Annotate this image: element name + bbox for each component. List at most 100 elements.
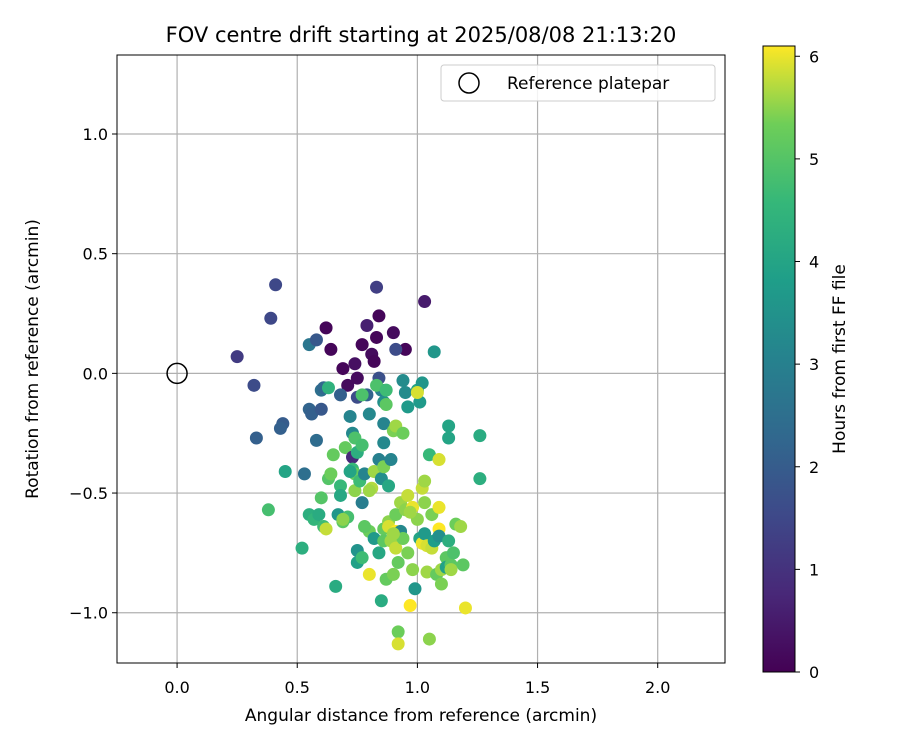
colorbar-tick-label: 1 (809, 560, 819, 579)
x-axis-ticks: 0.0 0.5 1.0 1.5 2.0 (164, 663, 670, 697)
data-point (442, 419, 456, 433)
data-point (343, 465, 357, 479)
data-point (309, 333, 323, 347)
data-point (456, 558, 470, 572)
y-tick-label: 1.0 (83, 125, 108, 144)
data-point (264, 311, 278, 325)
data-point (401, 546, 415, 560)
y-axis-label: Rotation from reference (arcmin) (23, 219, 43, 499)
data-point (355, 438, 369, 452)
colorbar-tick-label: 5 (809, 150, 819, 169)
data-point (273, 421, 287, 435)
data-point (418, 496, 432, 510)
data-point (444, 563, 458, 577)
data-point (305, 407, 319, 421)
data-point (360, 318, 374, 332)
data-point (398, 386, 412, 400)
data-point (434, 577, 448, 591)
data-point (432, 453, 446, 467)
data-point (432, 500, 446, 514)
data-point (415, 376, 429, 390)
legend-box (440, 64, 716, 102)
y-tick-label: −1.0 (69, 604, 108, 623)
data-point (401, 488, 415, 502)
colorbar-ticks: 0 1 2 3 4 5 6 (795, 47, 819, 682)
x-tick-label: 1.0 (405, 678, 430, 697)
data-point (410, 386, 424, 400)
data-point (336, 512, 350, 526)
legend: Reference platepar (440, 64, 716, 102)
data-point (379, 383, 393, 397)
data-point (389, 342, 403, 356)
data-point (386, 567, 400, 581)
data-point (370, 280, 384, 294)
data-point (367, 354, 381, 368)
data-point (408, 582, 422, 596)
data-point (348, 357, 362, 371)
legend-label: Reference platepar (507, 74, 669, 94)
chart-title: FOV centre drift starting at 2025/08/08 … (166, 23, 677, 47)
data-point (418, 474, 432, 488)
data-point (389, 541, 403, 555)
colorbar-tick-label: 4 (809, 253, 819, 272)
data-point (396, 532, 410, 546)
data-point (370, 330, 384, 344)
data-point (230, 350, 244, 364)
data-point (442, 534, 456, 548)
data-point (403, 505, 417, 519)
data-point (309, 433, 323, 447)
data-point (386, 326, 400, 340)
data-point (382, 479, 396, 493)
data-point (278, 465, 292, 479)
y-axis-ticks: −1.0 −0.5 0.0 0.5 1.0 (69, 125, 117, 623)
data-point (358, 520, 372, 534)
data-point (324, 342, 338, 356)
data-point (384, 453, 398, 467)
data-point (333, 388, 347, 402)
data-point (372, 309, 386, 323)
data-point (329, 579, 343, 593)
data-point (396, 374, 410, 388)
data-point (398, 342, 412, 356)
data-point (362, 407, 376, 421)
data-point (391, 625, 405, 639)
data-point (418, 527, 432, 541)
data-point (261, 503, 275, 517)
x-tick-label: 1.5 (525, 678, 550, 697)
data-point (432, 529, 446, 543)
data-point (312, 508, 326, 522)
legend-marker (458, 72, 480, 94)
data-point (362, 484, 376, 498)
colorbar-tick-label: 6 (809, 47, 819, 66)
colorbar-tick-label: 3 (809, 355, 819, 374)
data-point (442, 431, 456, 445)
y-tick-label: −0.5 (69, 484, 108, 503)
data-point (403, 599, 417, 613)
data-point (454, 520, 468, 534)
data-points (230, 278, 487, 651)
data-point (333, 479, 347, 493)
data-point (343, 409, 357, 423)
colorbar (762, 45, 796, 673)
data-point (473, 472, 487, 486)
data-point (338, 441, 352, 455)
data-point (247, 378, 261, 392)
data-point (374, 594, 388, 608)
data-point (391, 637, 405, 651)
reference-marker (166, 362, 188, 385)
y-tick-label: 0.5 (83, 245, 108, 264)
data-point (418, 295, 432, 309)
data-point (333, 488, 347, 502)
data-point (427, 345, 441, 359)
data-point (314, 491, 328, 505)
data-point (319, 522, 333, 536)
data-point (297, 467, 311, 481)
y-tick-label: 0.0 (83, 364, 108, 383)
data-point (269, 278, 283, 292)
plot-frame (116, 54, 726, 664)
data-point (355, 496, 369, 510)
data-point (355, 338, 369, 352)
x-axis-label: Angular distance from reference (arcmin) (245, 706, 597, 726)
colorbar-tick-label: 0 (809, 663, 819, 682)
x-tick-label: 0.0 (164, 678, 189, 697)
